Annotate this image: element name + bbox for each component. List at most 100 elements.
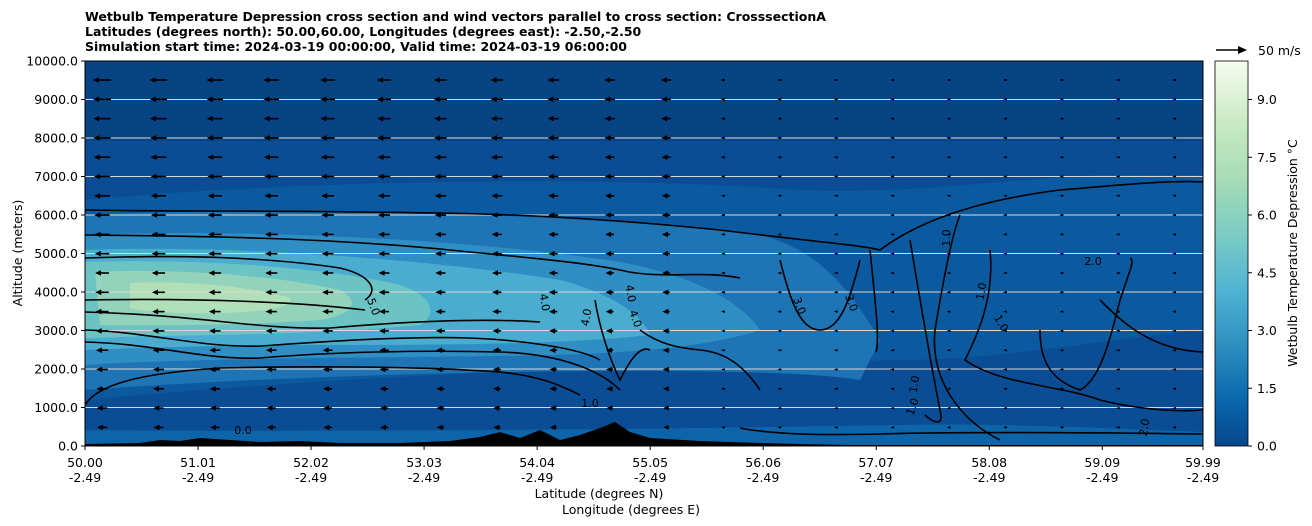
colorbar-tick-label: 6.0 [1257,208,1277,223]
wind-arrow [153,405,164,411]
wind-arrow [946,368,951,371]
wind-arrow [93,173,111,180]
wind-arrow [378,212,390,218]
wind-arrow [433,96,447,103]
wind-arrow [662,386,670,392]
x-tick-label-lon: -2.49 [1187,470,1219,485]
x-tick-label-lat: 59.09 [1084,455,1120,470]
wind-arrow [946,98,951,101]
wind-arrow [321,250,334,257]
colorbar-label: Wetbulb Temperature Depression °C [1285,139,1300,367]
wind-arrow [265,328,277,334]
wind-arrow [207,173,223,180]
wind-arrow [890,252,895,255]
wind-arrow [1002,310,1007,313]
wind-arrow [1059,155,1064,159]
wind-arrow [95,347,109,353]
wind-arrow [890,348,895,352]
wind-arrow [491,154,503,160]
wind-arrow [490,115,503,122]
wind-arrow [946,426,951,429]
wind-arrow [1059,426,1064,429]
wind-arrow [150,135,167,141]
wind-arrow [946,213,951,217]
wind-arrow [1115,291,1120,294]
wind-arrow [549,366,557,373]
wind-arrow [434,173,447,180]
wind-arrow [1002,387,1007,391]
wind-arrow [548,212,559,218]
wind-arrow [322,347,333,353]
wind-arrow [266,366,277,373]
wind-arrow [263,96,279,103]
wind-arrow [263,115,279,122]
wind-arrow [1115,78,1120,82]
wind-arrow [93,154,111,160]
wind-arrow [379,405,389,411]
contour-label: 1.0 [904,396,922,417]
wind-arrow [96,424,108,431]
wind-arrow [1172,426,1177,429]
wind-arrow [151,250,166,257]
wind-arrow [1059,348,1064,352]
wind-arrow [436,366,445,373]
colorbar-tick-label: 9.0 [1257,92,1277,107]
wind-arrow [209,366,221,373]
wind-arrow [208,250,222,257]
wind-arrow [720,387,725,391]
wind-arrow [379,347,389,353]
wind-arrow [833,271,838,275]
wind-arrow [833,291,838,294]
wind-arrow [150,173,167,180]
wind-arrow [549,386,557,392]
wind-arrow [1002,348,1007,352]
wind-arrow [604,115,615,122]
wind-arrow [549,405,557,411]
wind-arrow [378,289,390,296]
wind-arrow [265,289,278,296]
wind-arrow [777,117,782,120]
chart-title-line-2: Latitudes (degrees north): 50.00,60.00, … [85,24,642,39]
wind-arrow [1002,117,1007,120]
wind-arrow [150,154,167,160]
wind-arrow [1002,426,1007,429]
colorbar-tick-label: 0.0 [1257,439,1277,454]
wind-arrow [1002,252,1007,255]
contour-label: 1.0 [907,375,923,394]
wind-arrow [1059,406,1064,410]
wind-arrow [1172,368,1177,371]
wind-arrow [777,78,782,82]
x-tick-label-lat: 53.03 [406,455,442,470]
wind-arrow [434,231,446,238]
wind-arrow [320,154,335,160]
x-axis: 50.00-2.4951.01-2.4952.02-2.4953.03-2.49… [67,446,1221,485]
wind-arrow [605,270,614,276]
wind-arrow [890,387,895,391]
wind-arrow [890,155,895,159]
wind-arrow [720,329,725,333]
x-tick-label-lon: -2.49 [295,470,327,485]
wind-arrow [661,115,671,122]
wind-arrow [1172,252,1177,255]
wind-arrow [94,231,110,238]
wind-arrow [153,386,164,392]
y-tick-label: 2000.0 [34,362,78,377]
wind-arrow [1115,368,1120,371]
wind-arrow [377,154,391,160]
wind-arrow [149,77,168,83]
wind-arrow [661,173,671,180]
wind-arrow [1172,98,1177,101]
x-tick-label-lat: 58.08 [971,455,1007,470]
wind-arrow [378,231,390,238]
wind-arrow [833,175,838,178]
wind-arrow [833,348,838,352]
wind-arrow [208,308,221,315]
wind-arrow [1115,387,1120,391]
wind-arrow [206,77,224,83]
y-tick-label: 10000.0 [26,54,78,69]
wind-arrow [492,308,502,315]
wind-arrow [946,155,951,159]
wind-arrow [433,77,448,83]
wind-arrow [321,212,334,218]
wind-arrow [1059,252,1064,255]
